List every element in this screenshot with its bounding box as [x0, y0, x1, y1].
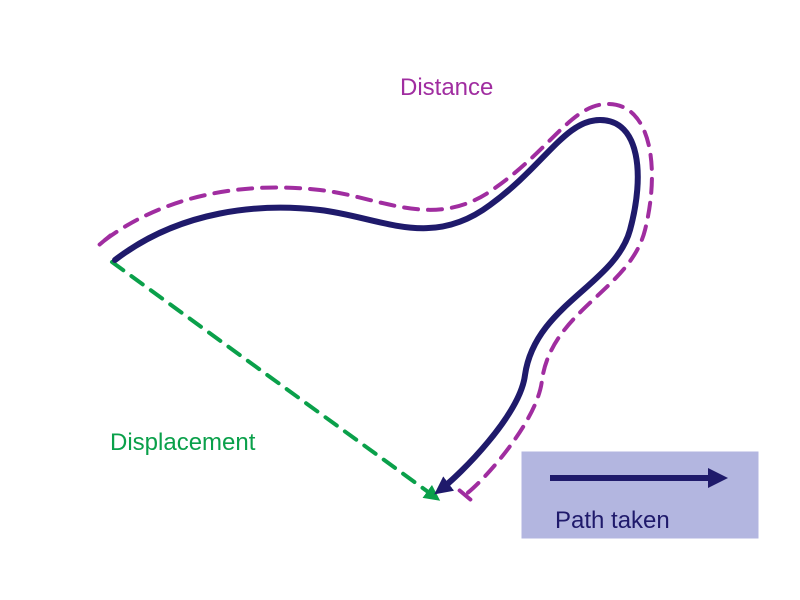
distance-label: Distance	[400, 74, 493, 101]
distance-start-cap	[100, 236, 111, 245]
legend-text: Path taken	[555, 507, 670, 534]
diagram-canvas: Distance Displacement Path taken	[0, 0, 800, 600]
legend-box: Path taken	[520, 450, 760, 540]
displacement-line	[112, 262, 435, 497]
displacement-label: Displacement	[110, 429, 256, 456]
